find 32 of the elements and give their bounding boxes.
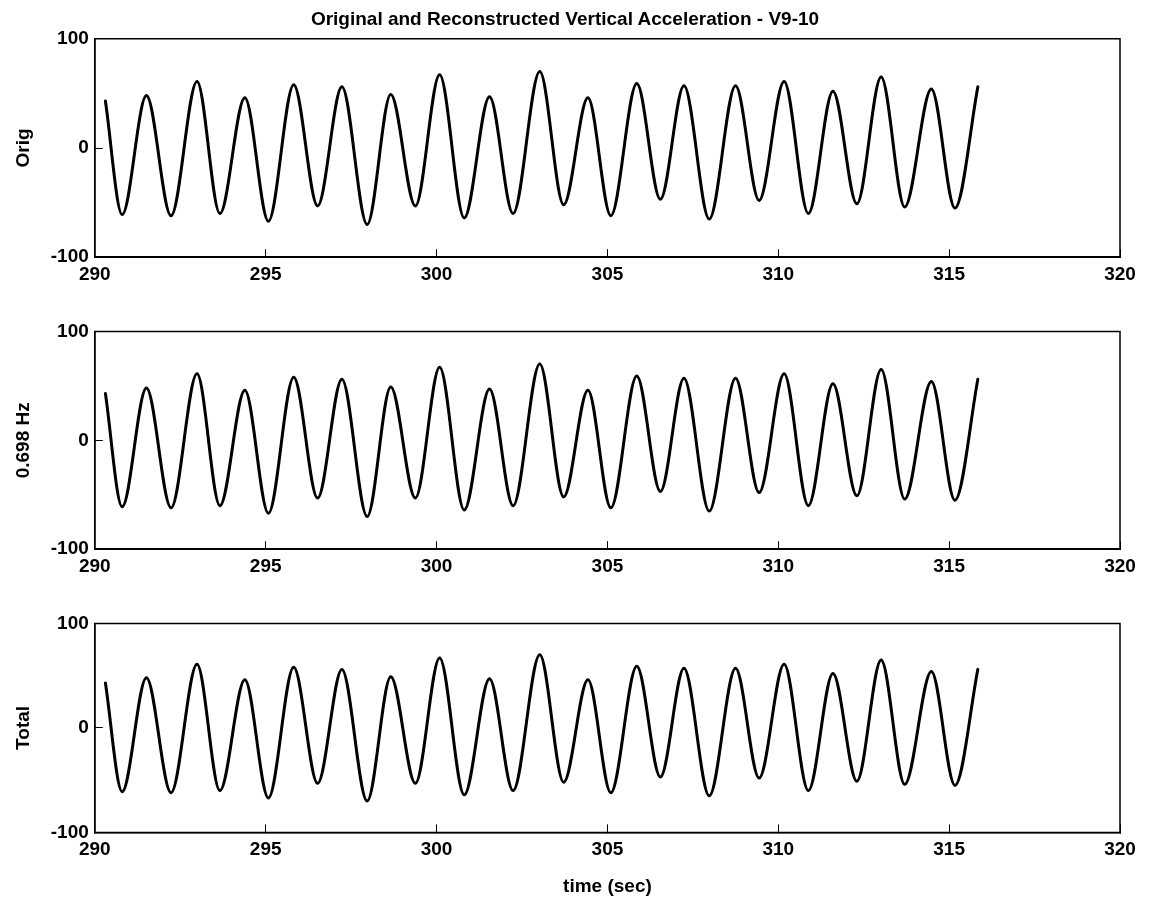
x-tick-label: 305 bbox=[591, 554, 624, 576]
x-tick-label: 295 bbox=[249, 554, 282, 576]
y-axis-title: Total bbox=[11, 705, 33, 750]
x-tick-label: 315 bbox=[933, 554, 966, 576]
y-tick-label: 0 bbox=[78, 136, 89, 158]
y-tick-label: 100 bbox=[57, 611, 89, 633]
x-tick-label: 310 bbox=[762, 262, 795, 284]
x-tick-label: 310 bbox=[762, 554, 795, 576]
x-axis-title: time (sec) bbox=[563, 874, 652, 896]
x-tick-label: 300 bbox=[420, 554, 453, 576]
x-tick-label: 315 bbox=[933, 838, 966, 860]
line-series bbox=[103, 70, 980, 226]
x-tick-label: 295 bbox=[249, 262, 282, 284]
x-tick-label: 320 bbox=[1104, 554, 1136, 576]
x-tick-label: 320 bbox=[1104, 838, 1136, 860]
y-tick-label: 0 bbox=[78, 428, 89, 450]
y-tick-label: 100 bbox=[57, 319, 89, 341]
x-tick-label: 305 bbox=[591, 262, 624, 284]
x-tick-label: 310 bbox=[762, 838, 795, 860]
x-tick-label: 320 bbox=[1104, 262, 1136, 284]
y-tick-label: 100 bbox=[57, 27, 89, 49]
x-tick-label: 295 bbox=[249, 838, 282, 860]
line-series bbox=[103, 653, 980, 803]
x-tick-label: 300 bbox=[420, 262, 453, 284]
line-series bbox=[103, 362, 980, 519]
y-axis-title: Orig bbox=[11, 128, 33, 168]
x-tick-label: 315 bbox=[933, 262, 966, 284]
x-tick-label: 305 bbox=[591, 838, 624, 860]
chart-title: Original and Reconstructed Vertical Acceleration - V9-10 bbox=[310, 7, 820, 29]
y-tick-label: 0 bbox=[78, 716, 89, 738]
x-tick-label: 300 bbox=[420, 838, 453, 860]
y-axis-title: 0.698 Hz bbox=[11, 402, 33, 479]
